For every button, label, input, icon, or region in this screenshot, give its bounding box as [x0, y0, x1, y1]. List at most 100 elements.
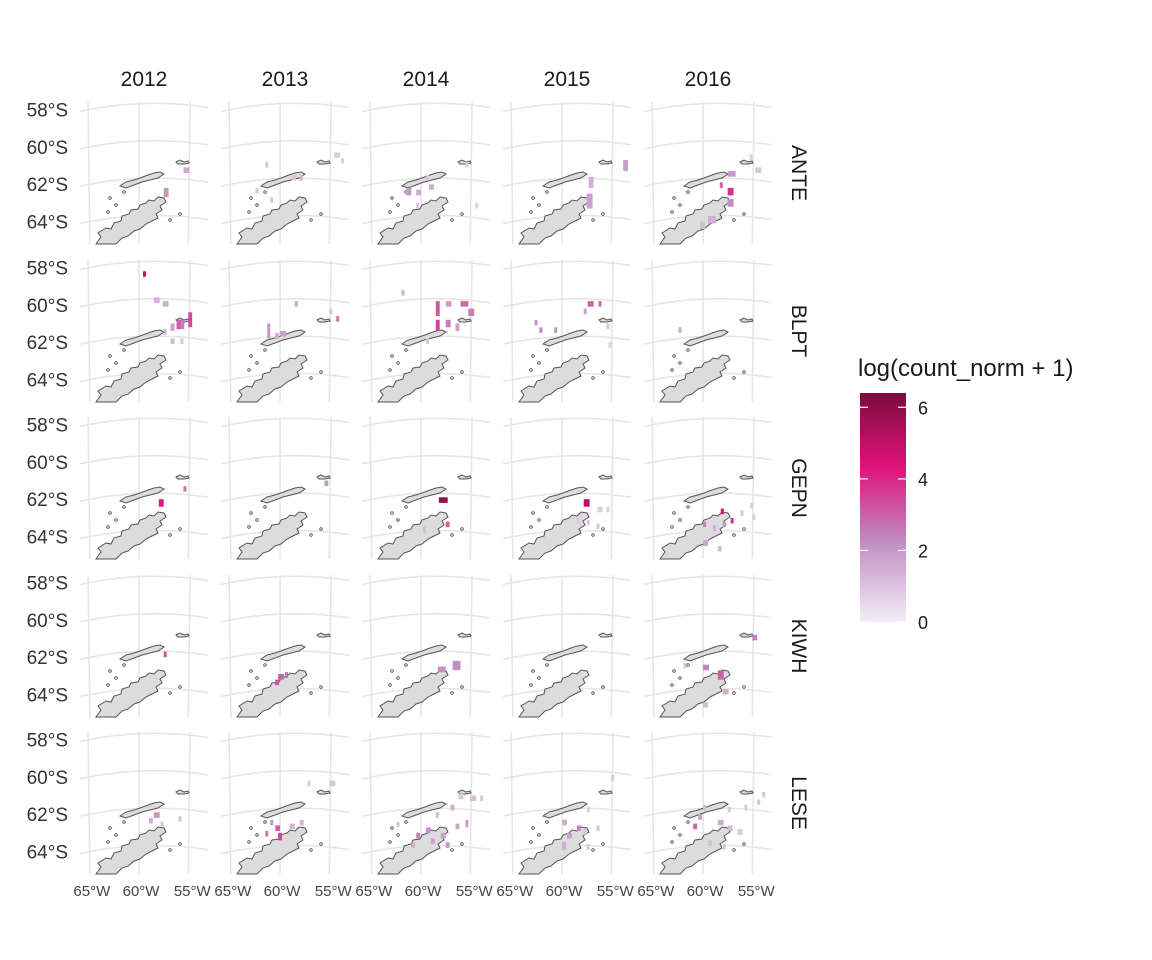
lat-gridline [220, 575, 350, 586]
islet-shape [460, 685, 464, 689]
y-tick-label: 60°S [27, 138, 68, 159]
lat-gridline [361, 454, 491, 465]
lat-gridline [361, 139, 491, 150]
elephant-island-shape [316, 632, 331, 638]
facet-panel-ante-2016 [643, 101, 773, 245]
panel-cells [423, 497, 450, 533]
heat-cell [416, 202, 420, 209]
lat-gridline [361, 575, 491, 586]
lon-gridline [469, 416, 473, 560]
heat-cell [275, 332, 280, 339]
heat-cell [586, 519, 590, 526]
islet-shape [247, 210, 251, 214]
heat-cell [744, 804, 748, 811]
lon-gridline [369, 101, 373, 245]
islet-shape [670, 525, 674, 529]
islet-shape [531, 826, 535, 830]
islet-shape [404, 348, 408, 352]
lat-gridline [361, 732, 491, 743]
heat-cell [470, 795, 477, 802]
antarctic-peninsula-shape [518, 669, 590, 718]
panel-land [377, 159, 472, 245]
lat-gridline [79, 297, 209, 308]
heat-cell [717, 545, 722, 552]
south-shetland-islands-shape [541, 329, 588, 347]
facet-panel-ante-2014 [361, 101, 491, 245]
elephant-island-shape [457, 632, 472, 638]
heat-cell [576, 825, 581, 831]
heat-cell [708, 840, 712, 846]
panel-gridlines [220, 259, 350, 403]
antarctic-peninsula-shape [236, 826, 308, 875]
heat-cell [406, 187, 412, 196]
heat-cell [163, 187, 169, 198]
antarctic-peninsula-shape [236, 511, 308, 560]
islet-shape [309, 218, 313, 222]
antarctic-peninsula-shape [377, 196, 449, 245]
legend-tick-label: 2 [918, 541, 928, 561]
x-axis-ticks: 65°W 60°W 55°W 65°W 60°W 55°W 65°W 60°W 55°W 65°W… [73, 883, 775, 900]
antarctic-peninsula-shape [518, 826, 590, 875]
heat-cell [737, 829, 743, 835]
lon-gridline [469, 101, 473, 245]
islet-shape [108, 196, 112, 200]
islet-shape [531, 669, 535, 673]
lat-gridline [79, 769, 209, 780]
islet-shape [686, 663, 690, 667]
heat-cell [465, 819, 469, 828]
heat-cell [611, 775, 615, 781]
panel-cells [163, 651, 167, 658]
elephant-island-shape [739, 789, 754, 795]
facet-panel-lese-2012 [79, 731, 209, 875]
heat-cell [452, 660, 461, 671]
heat-cell [162, 301, 169, 307]
south-shetland-islands-shape [541, 171, 588, 189]
islet-shape [672, 354, 676, 358]
lon-gridline [187, 259, 191, 403]
heat-cell [170, 338, 175, 345]
islet-shape [247, 368, 251, 372]
islet-shape [732, 376, 736, 380]
heat-cell [455, 323, 460, 331]
south-shetland-islands-shape [118, 171, 165, 189]
lon-gridline [510, 574, 514, 718]
panel-land [659, 159, 754, 245]
islet-shape [686, 190, 690, 194]
islet-shape [108, 511, 112, 515]
panel-land [518, 789, 613, 875]
islet-shape [319, 212, 323, 216]
facet-panel-kiwh-2012 [79, 574, 209, 718]
elephant-island-shape [175, 789, 190, 795]
islet-shape [249, 669, 253, 673]
heat-cell [683, 662, 687, 669]
heat-cell [703, 702, 708, 708]
islet-shape [249, 826, 253, 830]
lat-gridline [361, 260, 491, 271]
x-tick-label: 65°W [637, 883, 675, 900]
panel-land [377, 317, 472, 403]
lat-gridline [220, 769, 350, 780]
islet-shape [319, 370, 323, 374]
heat-cell [307, 780, 311, 787]
lat-gridline [220, 260, 350, 271]
heat-cell [435, 812, 439, 818]
heat-cell [429, 184, 434, 190]
facet-panel-lese-2013 [220, 731, 350, 875]
lon-gridline [87, 416, 91, 560]
islet-shape [263, 190, 267, 194]
heat-cell [722, 521, 726, 528]
panel-cells [396, 793, 484, 848]
heat-cell [416, 832, 421, 839]
islet-shape [255, 361, 259, 365]
heat-cell [426, 827, 431, 833]
islet-shape [388, 840, 392, 844]
islet-shape [672, 826, 676, 830]
lat-gridline [502, 575, 632, 586]
islet-shape [106, 210, 110, 214]
heat-cell [426, 338, 429, 345]
islet-shape [388, 210, 392, 214]
islet-shape [529, 840, 533, 844]
facet-panel-gepn-2016 [643, 416, 773, 560]
lat-gridline [502, 102, 632, 113]
heat-cell [720, 508, 724, 515]
